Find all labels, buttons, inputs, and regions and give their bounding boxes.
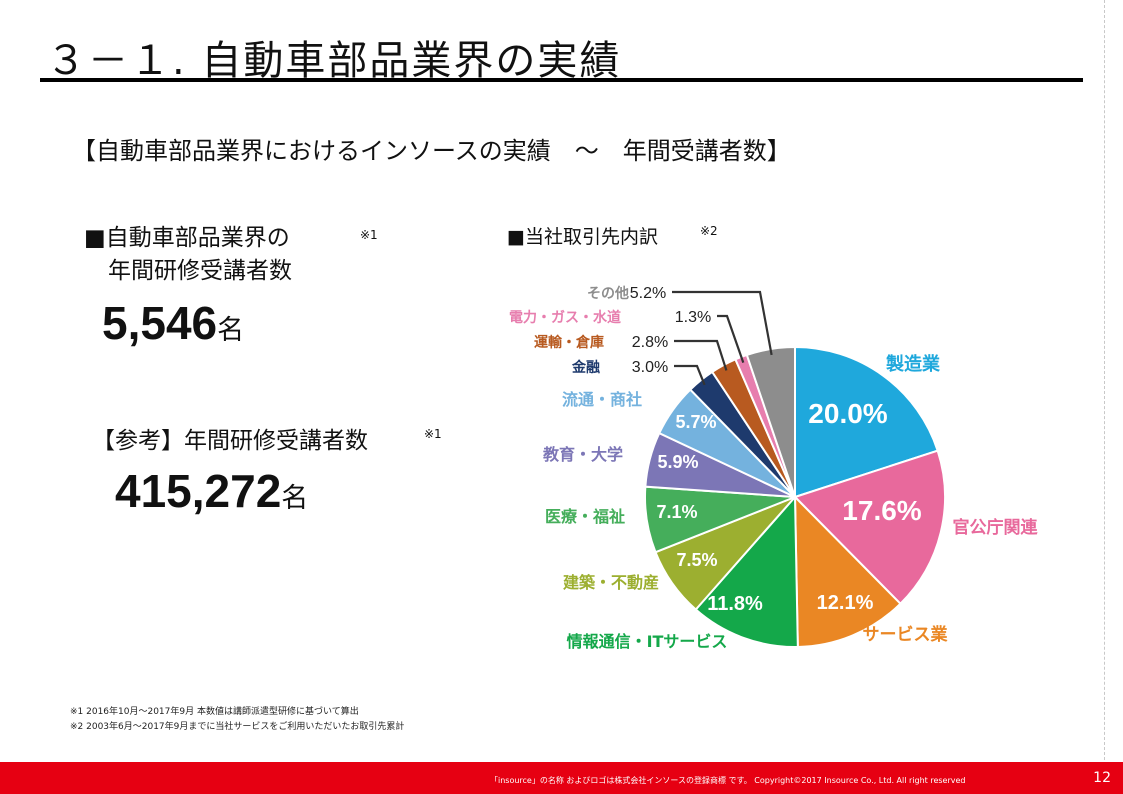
pie-category-label-10: 運輸・倉庫 [534, 334, 604, 351]
pie-percent-label-9: 3.0% [632, 359, 668, 376]
pie-percent-label-5: 7.5% [676, 550, 717, 570]
page-number: 12 [1093, 770, 1111, 786]
pie-percent-label-7: 5.9% [657, 452, 698, 472]
chart-note-mark: ※2 [700, 224, 718, 238]
section2-heading: 【参考】年間研修受講者数 [92, 428, 368, 454]
page-edge-guide [1104, 0, 1106, 760]
pie-percent-label-4: 11.8% [707, 593, 763, 615]
section1-unit: 名 [217, 315, 245, 346]
pie-category-label-5: 建築・不動産 [563, 573, 659, 592]
pie-category-label-4: 情報通信・ITサービス [567, 632, 728, 651]
chart-header: ■当社取引先内訳 [507, 226, 658, 248]
page-title: ３－１. 自動車部品業界の実績 [46, 38, 622, 84]
pie-category-label-6: 医療・福祉 [545, 507, 625, 526]
footnotes: ※1 2016年10月～2017年9月 本数値は講師派遣型研修に基づいて算出 ※… [70, 705, 404, 735]
pie-category-label-7: 教育・大学 [543, 445, 623, 464]
footnote-1: ※1 2016年10月～2017年9月 本数値は講師派遣型研修に基づいて算出 [70, 707, 359, 717]
pie-percent-label-10: 2.8% [632, 334, 668, 351]
section1-heading-line1: ■自動車部品業界の [84, 225, 290, 251]
section1-heading-line2: 年間研修受講者数 [108, 258, 292, 284]
subtitle: 【自動車部品業界におけるインソースの実績 ～ 年間受講者数】 [72, 137, 791, 165]
section1-number: 5,546 [102, 297, 218, 349]
pie-percent-label-11: 1.3% [675, 309, 711, 326]
pie-category-label-8: 流通・商社 [562, 390, 642, 409]
section2-value: 415,272名 [115, 468, 308, 522]
section2-unit: 名 [281, 483, 309, 514]
footer-copyright: 「insource」の名称 およびロゴは株式会社インソースの登録商標 です。 C… [490, 776, 966, 785]
title-underline [40, 78, 1083, 82]
section1-value: 5,546名 [102, 300, 244, 354]
pie-slice-3 [793, 494, 902, 648]
pie-category-label-9: 金融 [571, 359, 600, 376]
pie-percent-label-8: 5.7% [675, 412, 716, 432]
footnote-2: ※2 2003年6月～2017年9月までに当社サービスをご利用いただいたお取引先… [70, 722, 405, 732]
section1-note-mark: ※1 [360, 228, 378, 242]
pie-category-label-3: サービス業 [863, 624, 948, 645]
pie-percent-label-1: 20.0% [808, 398, 887, 429]
pie-slice-2 [793, 449, 946, 606]
pie-slice-1 [794, 345, 939, 499]
pie-percent-label-2: 17.6% [842, 495, 921, 526]
pie-percent-label-12: 5.2% [630, 285, 666, 302]
pie-category-label-12: その他 [587, 285, 629, 302]
pie-category-label-2: 官公庁関連 [953, 517, 1039, 538]
pie-percent-label-6: 7.1% [656, 502, 697, 522]
section1-heading: ■自動車部品業界の 年間研修受講者数 [84, 222, 292, 288]
pie-leader-line-12 [672, 290, 773, 356]
pie-slice-4 [694, 494, 799, 648]
pie-category-label-1: 製造業 [885, 353, 941, 375]
section2-number: 415,272 [115, 465, 282, 517]
section2-note-mark: ※1 [424, 427, 442, 441]
footer-bar: 「insource」の名称 およびロゴは株式会社インソースの登録商標 です。 C… [0, 762, 1123, 794]
pie-leader-line-10 [674, 339, 728, 371]
pie-leader-line-9 [674, 364, 706, 386]
pie-leader-line-11 [717, 314, 745, 363]
pie-category-label-11: 電力・ガス・水道 [509, 309, 621, 326]
pie-percent-label-3: 12.1% [817, 592, 874, 614]
